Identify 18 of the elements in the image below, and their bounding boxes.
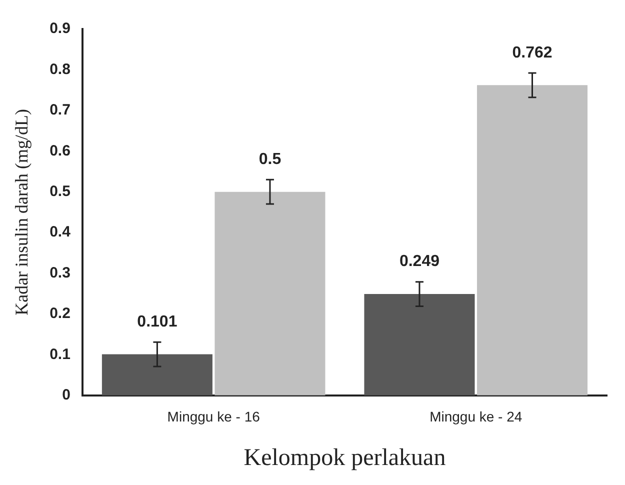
y-tick-label: 0.1 [50, 346, 70, 363]
y-tick-label: 0.6 [50, 142, 70, 160]
y-tick-label: 0.3 [50, 264, 70, 282]
x-axis-title: Kelompok perlakuan [244, 444, 446, 471]
y-tick-label: 0.5 [50, 182, 70, 200]
y-tick-label: 0.8 [50, 60, 70, 78]
y-tick-label: 0 [62, 386, 70, 404]
data-label: 0.249 [399, 253, 440, 270]
y-tick-label: 0.2 [50, 305, 70, 322]
y-axis-title: Kadar insulin darah (mg/dL) [12, 108, 32, 316]
data-label: 0.5 [258, 151, 282, 168]
x-tick-label: Minggu ke - 24 [430, 408, 522, 425]
y-tick-label: 0.4 [50, 224, 72, 241]
y-tick-label: 0.7 [50, 102, 70, 119]
y-tick-label: 0.9 [50, 20, 70, 38]
data-label: 0.762 [512, 44, 552, 62]
x-tick-label: Minggu ke - 16 [167, 408, 260, 425]
data-label: 0.101 [137, 313, 178, 330]
